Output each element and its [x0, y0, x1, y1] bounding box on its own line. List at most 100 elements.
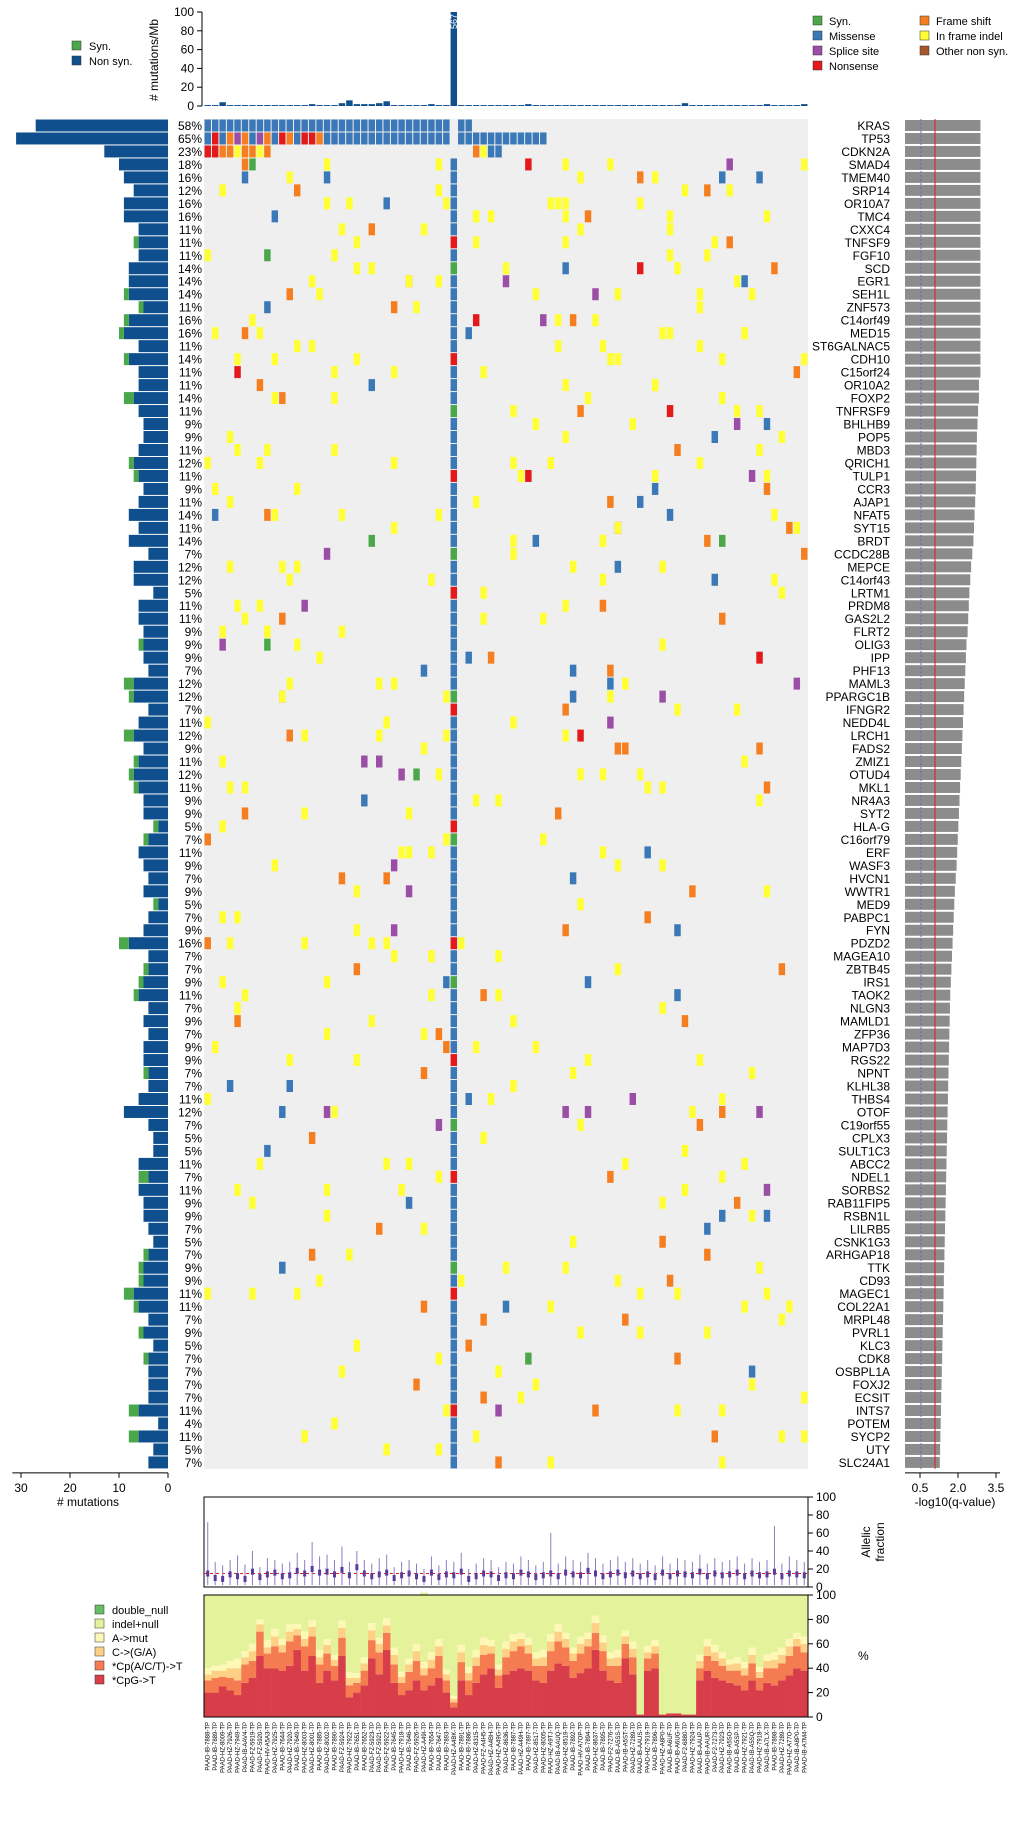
mutation-cell: [398, 846, 405, 859]
spectrum-segment: [606, 1680, 615, 1717]
gene-percent: 16%: [178, 197, 202, 211]
mutation-cell: [338, 132, 346, 145]
gene-label: POP5: [858, 431, 890, 445]
gene-percent: 14%: [178, 392, 202, 406]
gene-label: TMC4: [857, 210, 890, 224]
spectrum-segment: [725, 1595, 734, 1660]
allelic-median-box: [362, 1570, 366, 1577]
gene-label: WWTR1: [845, 885, 891, 899]
spectrum-segment: [397, 1595, 406, 1672]
allelic-median-box: [713, 1570, 717, 1577]
gene-label: ZMIZ1: [855, 755, 890, 769]
mutation-cell: [323, 171, 331, 184]
nonsyn-count-bar: [148, 833, 168, 846]
mutation-cell: [480, 1313, 487, 1326]
gene-percent: 11%: [179, 366, 202, 380]
gene-label: HVCN1: [849, 872, 890, 886]
tmb-bar: [226, 105, 234, 106]
qvalue-bar: [905, 184, 981, 196]
legend-swatch: [812, 60, 823, 71]
allelic-tick-label: 20: [816, 1562, 830, 1576]
nonsyn-count-bar: [148, 664, 168, 677]
mutation-cell: [450, 521, 458, 534]
spectrum-segment: [286, 1641, 294, 1666]
mutation-cell: [480, 1391, 487, 1404]
mutation-cell: [428, 950, 435, 963]
spectrum-segment: [241, 1657, 250, 1665]
mutation-cell: [472, 314, 480, 327]
mutation-cell: [450, 638, 458, 651]
qvalue-bar: [905, 132, 981, 144]
mutation-cell: [674, 1287, 681, 1300]
tmb-bar: [450, 12, 458, 106]
gene-percent: 12%: [178, 184, 202, 198]
tmb-bar: [584, 105, 592, 106]
tmb-bar: [577, 105, 584, 106]
mutation-cell: [569, 690, 577, 703]
spectrum-segment: [524, 1670, 533, 1717]
spectrum-segment: [442, 1595, 451, 1670]
spectrum-segment: [718, 1652, 727, 1659]
spectrum-segment: [666, 1595, 675, 1714]
spectrum-segment: [800, 1636, 809, 1644]
tmb-bar: [256, 105, 264, 106]
nonsyn-count-bar: [148, 547, 168, 560]
mutation-cell: [666, 508, 674, 521]
mutation-cell: [472, 1041, 480, 1054]
mutation-cell: [696, 456, 704, 469]
gene-percent: 58%: [178, 119, 202, 133]
mutation-cell: [554, 197, 562, 210]
sample-label: PAAD-IB-7897-TP: [526, 1722, 532, 1771]
qvalue-bar: [905, 1106, 948, 1118]
spectrum-segment: [576, 1643, 585, 1654]
tmb-bar: [286, 105, 293, 106]
sample-label: PAAD-HZ-A49G-TP: [497, 1722, 503, 1775]
gene-percent: 9%: [185, 976, 203, 990]
gene-label: RSBN1L: [843, 1209, 890, 1223]
nonsyn-count-bar: [153, 1339, 168, 1352]
tmb-tick-label: 60: [181, 43, 195, 57]
mutation-cell: [487, 1093, 495, 1105]
spectrum-segment: [330, 1659, 339, 1666]
nonsyn-count-bar: [138, 1157, 168, 1170]
spectrum-segment: [248, 1677, 257, 1717]
nonsyn-count-bar: [143, 1209, 168, 1222]
mutation-cell: [450, 937, 458, 950]
mutation-cell: [450, 1041, 458, 1054]
allelic-median-box: [743, 1573, 747, 1580]
mutation-cell: [532, 534, 540, 547]
syn-count-bar: [138, 1170, 149, 1183]
spectrum-segment: [696, 1654, 704, 1661]
mutation-cell: [450, 794, 458, 807]
nonsyn-count-bar: [143, 924, 168, 937]
tmb-bar: [219, 102, 226, 106]
nonsyn-count-bar: [119, 158, 168, 171]
gene-label: OTOF: [857, 1105, 890, 1119]
mutation-cell: [450, 846, 458, 859]
mutation-cell: [301, 119, 308, 132]
gene-percent: 7%: [185, 872, 203, 886]
mutation-cell: [450, 184, 458, 197]
mutation-cell: [219, 638, 226, 651]
mutation-cell: [450, 651, 458, 664]
spectrum-segment: [278, 1652, 287, 1671]
mutation-cell: [249, 119, 256, 132]
sample-label: PAAD-HZ-8637-TP: [593, 1722, 599, 1773]
mutation-cell: [271, 859, 279, 872]
mutation-cell: [323, 158, 331, 171]
mutation-cell: [584, 1105, 592, 1118]
mutation-cell: [219, 820, 226, 833]
spectrum-segment: [345, 1697, 354, 1717]
spectrum-segment: [450, 1595, 458, 1697]
syn-count-bar: [138, 1274, 144, 1287]
mutation-cell: [219, 119, 226, 132]
nonsyn-count-bar: [133, 392, 168, 405]
gene-percent: 9%: [185, 1196, 203, 1210]
spectrum-segment: [427, 1668, 436, 1686]
qvalue-bar: [905, 1379, 942, 1391]
mutation-cell: [286, 729, 293, 742]
mutation-cell: [450, 1144, 458, 1157]
sample-label: PAAD-IB-7894-TP: [586, 1722, 592, 1771]
gene-percent: 12%: [178, 1105, 202, 1119]
tmb-bar: [249, 105, 256, 106]
